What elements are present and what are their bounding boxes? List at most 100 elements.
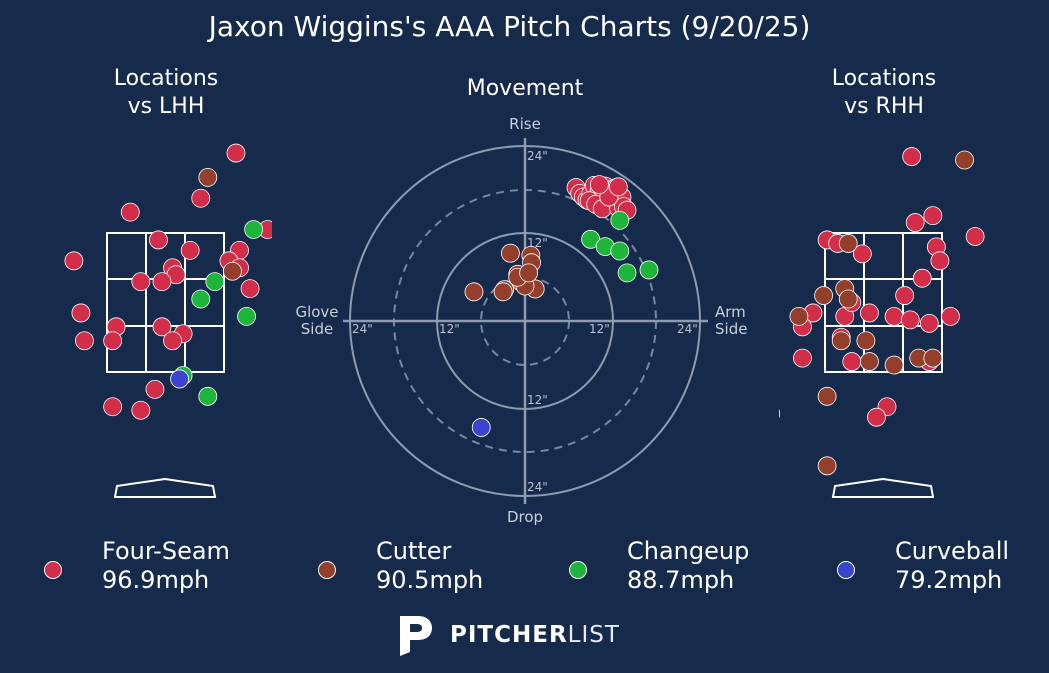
lhh-pitch-four-seam <box>191 188 211 208</box>
rhh-pitch-four-seam <box>793 348 812 368</box>
rhh-pitch-four-seam <box>941 306 960 326</box>
tick-label-bottom-24: 24" <box>527 480 548 494</box>
lhh-title-line-2: vs LHH <box>127 94 205 119</box>
rhh-pitch-cutter <box>814 286 833 305</box>
tick-label-bottom-12: 12" <box>527 393 548 407</box>
movement-pitch-cutter <box>493 282 513 302</box>
lhh-pitch-four-seam <box>103 331 123 351</box>
axis-label-glove-side: Side <box>301 320 333 338</box>
pitcherlist-p-icon <box>400 616 432 656</box>
rhh-location-panel <box>779 147 985 498</box>
rhh-pitch-cutter <box>817 386 837 406</box>
movement-pitch-cutter <box>464 282 484 302</box>
lhh-pitch-four-seam <box>152 272 172 292</box>
lhh-pitch-changeup <box>237 306 256 326</box>
legend-speed-curveball: 79.2mph <box>895 566 1003 594</box>
movement-panel: 24" 12" 12" 24" 24" 12" 12" 24" Rise Dro… <box>295 115 747 526</box>
axis-label-drop: Drop <box>507 508 543 526</box>
legend-name-cutter: Cutter <box>376 537 452 565</box>
rhh-pitch-four-seam <box>852 244 872 264</box>
axis-label-rise: Rise <box>509 115 541 133</box>
rhh-pitch-cutter <box>955 150 974 170</box>
axis-label-arm-side: Side <box>715 320 747 338</box>
movement-panel-title: Movement <box>466 76 584 101</box>
rhh-pitch-cutter <box>831 331 851 351</box>
legend-marker-curveball <box>837 561 855 579</box>
legend-marker-changeup <box>569 561 587 579</box>
lhh-pitch-curveball <box>170 369 189 389</box>
legend-label-changeup: Changeup 88.7mph <box>627 537 749 595</box>
lhh-pitch-four-seam <box>240 279 260 299</box>
lhh-pitch-four-seam <box>163 331 182 351</box>
rhh-pitch-cutter <box>789 306 809 326</box>
rhh-pitch-cutter <box>860 352 879 371</box>
movement-points <box>464 175 659 437</box>
lhh-pitch-cutter <box>198 167 218 187</box>
rhh-title-line-1: Locations <box>831 66 937 91</box>
legend-name-changeup: Changeup <box>627 537 750 565</box>
lhh-pitch-four-seam <box>131 272 151 292</box>
lhh-points <box>64 143 272 420</box>
lhh-title-line-1: Locations <box>113 66 219 91</box>
legend-label-four-seam: Four-Seam 96.9mph <box>102 537 230 595</box>
rhh-panel-title: Locations vs RHH <box>794 65 974 121</box>
pitcherlist-branding: PITCHERLIST <box>396 612 636 658</box>
movement-pitch-changeup <box>610 241 630 261</box>
movement-pitch-four-seam <box>608 177 628 197</box>
rhh-pitch-four-seam <box>930 251 950 271</box>
lhh-pitch-four-seam <box>71 303 91 323</box>
movement-pitch-curveball <box>471 418 491 437</box>
movement-pitch-cutter <box>501 243 520 263</box>
tick-label-right-24: 24" <box>677 322 698 336</box>
rhh-pitch-cutter <box>856 331 876 351</box>
lhh-pitch-changeup <box>244 220 264 239</box>
legend-name-curveball: Curveball <box>895 537 1010 565</box>
rhh-pitch-four-seam <box>900 310 920 330</box>
legend-name-four-seam: Four-Seam <box>102 537 230 565</box>
rhh-pitch-four-seam <box>919 313 939 333</box>
rhh-home-plate <box>831 477 935 498</box>
tick-label-left-24: 24" <box>352 322 373 336</box>
lhh-pitch-changeup <box>191 289 211 309</box>
lhh-pitch-changeup <box>205 272 225 292</box>
lhh-pitch-four-seam <box>145 379 165 399</box>
legend-marker-cutter <box>318 561 336 579</box>
rhh-pitch-four-seam <box>884 306 904 326</box>
legend-speed-changeup: 88.7mph <box>627 566 735 594</box>
lhh-pitch-changeup <box>198 386 218 406</box>
tick-label-left-12: 12" <box>439 322 460 336</box>
rhh-pitch-four-seam <box>923 206 943 226</box>
rhh-pitch-four-seam <box>965 227 985 246</box>
rhh-points <box>779 147 985 476</box>
legend-speed-four-seam: 96.9mph <box>102 566 210 594</box>
lhh-pitch-four-seam <box>64 251 84 271</box>
movement-pitch-four-seam <box>589 175 609 195</box>
pitcherlist-wordmark: PITCHERLIST <box>450 622 620 648</box>
rhh-title-line-2: vs RHH <box>844 94 924 119</box>
legend-marker-four-seam <box>44 561 62 579</box>
movement-pitch-changeup <box>610 210 630 230</box>
lhh-pitch-four-seam <box>131 400 151 420</box>
lhh-pitch-cutter <box>223 261 242 281</box>
rhh-pitch-four-seam <box>905 213 925 232</box>
movement-pitch-cutter <box>519 263 539 283</box>
lhh-location-panel <box>64 143 272 498</box>
lhh-pitch-four-seam <box>103 397 123 417</box>
chart-title: Jaxon Wiggins's AAA Pitch Charts (9/20/2… <box>208 10 811 43</box>
rhh-pitch-four-seam <box>902 147 922 166</box>
lhh-panel-title: Locations vs LHH <box>76 65 256 121</box>
lhh-pitch-four-seam <box>75 331 94 351</box>
rhh-pitch-cutter <box>884 355 904 375</box>
rhh-pitch-four-seam <box>842 352 862 371</box>
lhh-strike-zone <box>106 232 225 373</box>
legend-label-cutter: Cutter 90.5mph <box>376 537 483 595</box>
lhh-pitch-four-seam <box>149 230 168 250</box>
rhh-pitch-cutter <box>838 289 858 309</box>
lhh-pitch-four-seam <box>120 202 140 222</box>
movement-pitch-changeup <box>617 263 637 283</box>
axis-label-arm: Arm <box>715 303 746 321</box>
rhh-pitch-cutter <box>838 234 858 253</box>
tick-label-top-24: 24" <box>527 149 548 163</box>
rhh-pitch-four-seam <box>867 407 886 427</box>
